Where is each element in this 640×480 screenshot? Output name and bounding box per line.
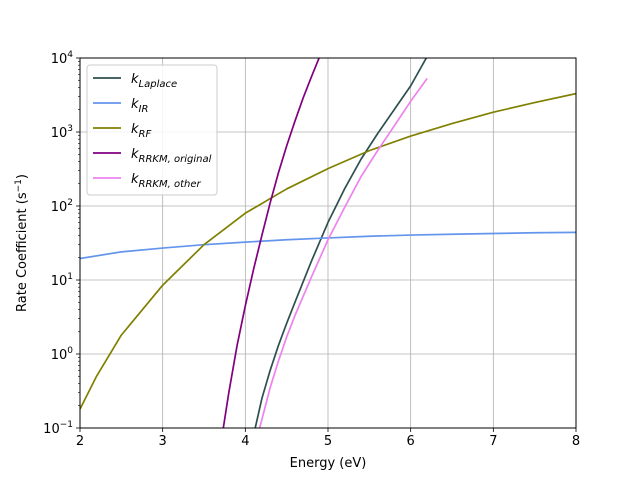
ticks: 2 3 4 5 6 7 8 10−1 100 101 102 103 104 — [43, 50, 580, 449]
x-tick-label: 7 — [489, 434, 497, 449]
y-tick-label: 100 — [51, 346, 74, 363]
x-tick-label: 2 — [76, 434, 84, 449]
y-tick-label: 103 — [51, 124, 73, 141]
x-tick-label: 8 — [572, 434, 580, 449]
legend: kLaplace kIR kRF kRRKM, original kRRKM, othe… — [86, 64, 218, 196]
y-tick-label: 101 — [51, 272, 73, 289]
x-tick-label: 3 — [159, 434, 167, 449]
x-tick-label: 4 — [241, 434, 249, 449]
legend-label: kLaplace — [131, 72, 177, 90]
series-line-2 — [80, 92, 576, 410]
legend-label: kRF — [131, 122, 151, 140]
x-tick-label: 5 — [324, 434, 332, 449]
series-layer — [80, 58, 576, 428]
legend-label: kRRKM, original — [131, 147, 212, 165]
y-axis-label: Rate Coefficient (s−1) — [14, 174, 30, 312]
legend-box — [86, 64, 218, 196]
x-tick-label: 6 — [407, 434, 415, 449]
legend-label: kRRKM, other — [131, 172, 202, 190]
series-line-3 — [222, 58, 321, 428]
x-axis-label: Energy (eV) — [290, 456, 367, 471]
series-line-0 — [254, 58, 428, 428]
y-tick-label: 104 — [51, 50, 74, 67]
y-tick-label: 102 — [51, 198, 73, 215]
y-tick-label: 10−1 — [43, 420, 73, 437]
legend-label: kIR — [131, 97, 148, 115]
series-line-4 — [258, 77, 428, 428]
